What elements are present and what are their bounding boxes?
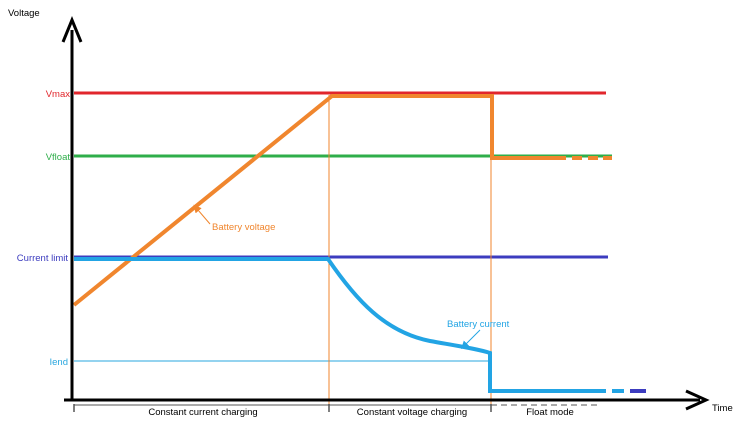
x-axis-arrowhead <box>685 389 710 411</box>
battery-current-pointer <box>461 329 481 349</box>
battery-current-curve <box>74 257 606 393</box>
iend-label: Iend <box>50 357 69 368</box>
y-axis-arrowhead <box>61 16 83 43</box>
vfloat-label: Vfloat <box>46 152 71 163</box>
battery-voltage-curve <box>72 94 566 307</box>
current-limit-label: Current limit <box>17 253 69 264</box>
vmax-label: Vmax <box>46 89 71 100</box>
battery-voltage-pointer <box>193 204 211 225</box>
phase-label-float-mode: Float mode <box>526 407 574 417</box>
battery-voltage-label: Battery voltage <box>212 222 275 233</box>
y-axis-title: Voltage <box>8 8 40 19</box>
phase-label-constant-current: Constant current charging <box>148 407 257 417</box>
battery-current-label: Battery current <box>447 319 510 330</box>
x-axis-title: Time <box>712 403 733 414</box>
phase-label-constant-voltage: Constant voltage charging <box>357 407 467 417</box>
